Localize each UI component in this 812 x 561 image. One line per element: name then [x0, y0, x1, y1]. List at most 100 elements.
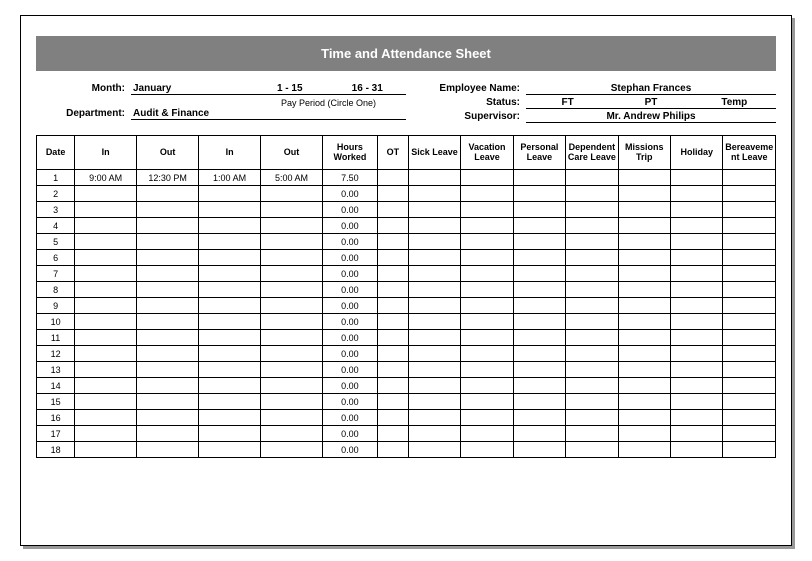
- vacation-cell: [461, 202, 513, 218]
- vacation-cell: [461, 362, 513, 378]
- missions-cell: [618, 202, 670, 218]
- out1-cell: [137, 394, 199, 410]
- out1-cell: [137, 218, 199, 234]
- ot-cell: [377, 394, 408, 410]
- personal-cell: [513, 170, 565, 186]
- date-cell: 16: [37, 410, 75, 426]
- table-row: 30.00: [37, 202, 776, 218]
- table-row: 50.00: [37, 234, 776, 250]
- table-row: 80.00: [37, 282, 776, 298]
- table-row: 70.00: [37, 266, 776, 282]
- hours-cell: 0.00: [323, 282, 378, 298]
- out2-cell: [261, 266, 323, 282]
- ot-cell: [377, 202, 408, 218]
- sick-cell: [408, 266, 460, 282]
- bereavement-cell: [723, 362, 776, 378]
- ot-cell: [377, 218, 408, 234]
- out1-cell: [137, 426, 199, 442]
- out2-cell: [261, 426, 323, 442]
- out2-cell: 5:00 AM: [261, 170, 323, 186]
- out2-cell: [261, 298, 323, 314]
- ot-cell: [377, 426, 408, 442]
- period-16-31: 16 - 31: [329, 83, 407, 94]
- out2-cell: [261, 362, 323, 378]
- hours-cell: 0.00: [323, 378, 378, 394]
- personal-cell: [513, 218, 565, 234]
- month-row: Month: January 1 - 15 16 - 31: [36, 83, 406, 95]
- hours-cell: 0.00: [323, 330, 378, 346]
- out1-cell: [137, 314, 199, 330]
- vacation-cell: [461, 426, 513, 442]
- personal-cell: [513, 442, 565, 458]
- header-area: Month: January 1 - 15 16 - 31 Pay Period…: [36, 83, 776, 125]
- table-row: 110.00: [37, 330, 776, 346]
- holiday-cell: [671, 234, 723, 250]
- vacation-cell: [461, 298, 513, 314]
- table-row: 60.00: [37, 250, 776, 266]
- hours-cell: 0.00: [323, 410, 378, 426]
- dependent-cell: [566, 330, 618, 346]
- bereavement-cell: [723, 410, 776, 426]
- table-row: 180.00: [37, 442, 776, 458]
- in1-cell: [75, 330, 137, 346]
- sick-cell: [408, 298, 460, 314]
- out2-cell: [261, 410, 323, 426]
- in2-cell: [199, 186, 261, 202]
- table-row: 140.00: [37, 378, 776, 394]
- col-header: Bereavement Leave: [723, 136, 776, 170]
- bereavement-cell: [723, 346, 776, 362]
- missions-cell: [618, 298, 670, 314]
- table-row: 20.00: [37, 186, 776, 202]
- ot-cell: [377, 378, 408, 394]
- bereavement-cell: [723, 378, 776, 394]
- employee-name-value: Stephan Frances: [526, 83, 776, 95]
- ot-cell: [377, 234, 408, 250]
- table-row: 100.00: [37, 314, 776, 330]
- sick-cell: [408, 426, 460, 442]
- in2-cell: [199, 330, 261, 346]
- table-row: 120.00: [37, 346, 776, 362]
- date-cell: 6: [37, 250, 75, 266]
- col-header: Dependent Care Leave: [566, 136, 618, 170]
- in1-cell: [75, 218, 137, 234]
- holiday-cell: [671, 442, 723, 458]
- bereavement-cell: [723, 426, 776, 442]
- hours-cell: 0.00: [323, 234, 378, 250]
- hours-cell: 0.00: [323, 186, 378, 202]
- holiday-cell: [671, 170, 723, 186]
- in1-cell: 9:00 AM: [75, 170, 137, 186]
- out2-cell: [261, 250, 323, 266]
- vacation-cell: [461, 186, 513, 202]
- status-pt: PT: [609, 97, 692, 108]
- out1-cell: [137, 186, 199, 202]
- dependent-cell: [566, 250, 618, 266]
- out1-cell: 12:30 PM: [137, 170, 199, 186]
- holiday-cell: [671, 378, 723, 394]
- status-row: Status: FT PT Temp: [406, 97, 776, 109]
- pay-period-caption-row: Pay Period (Circle One): [36, 97, 406, 108]
- in1-cell: [75, 266, 137, 282]
- in2-cell: [199, 234, 261, 250]
- hours-cell: 0.00: [323, 362, 378, 378]
- table-head: DateInOutInOutHours WorkedOTSick LeaveVa…: [37, 136, 776, 170]
- in1-cell: [75, 234, 137, 250]
- col-header: Vacation Leave: [461, 136, 513, 170]
- date-cell: 2: [37, 186, 75, 202]
- table-row: 19:00 AM12:30 PM1:00 AM5:00 AM7.50: [37, 170, 776, 186]
- in1-cell: [75, 250, 137, 266]
- missions-cell: [618, 330, 670, 346]
- missions-cell: [618, 346, 670, 362]
- dependent-cell: [566, 234, 618, 250]
- dependent-cell: [566, 170, 618, 186]
- holiday-cell: [671, 250, 723, 266]
- out2-cell: [261, 394, 323, 410]
- in2-cell: [199, 442, 261, 458]
- vacation-cell: [461, 282, 513, 298]
- holiday-cell: [671, 218, 723, 234]
- title-text: Time and Attendance Sheet: [321, 46, 491, 61]
- table-row: 90.00: [37, 298, 776, 314]
- missions-cell: [618, 186, 670, 202]
- ot-cell: [377, 250, 408, 266]
- out1-cell: [137, 250, 199, 266]
- in2-cell: [199, 282, 261, 298]
